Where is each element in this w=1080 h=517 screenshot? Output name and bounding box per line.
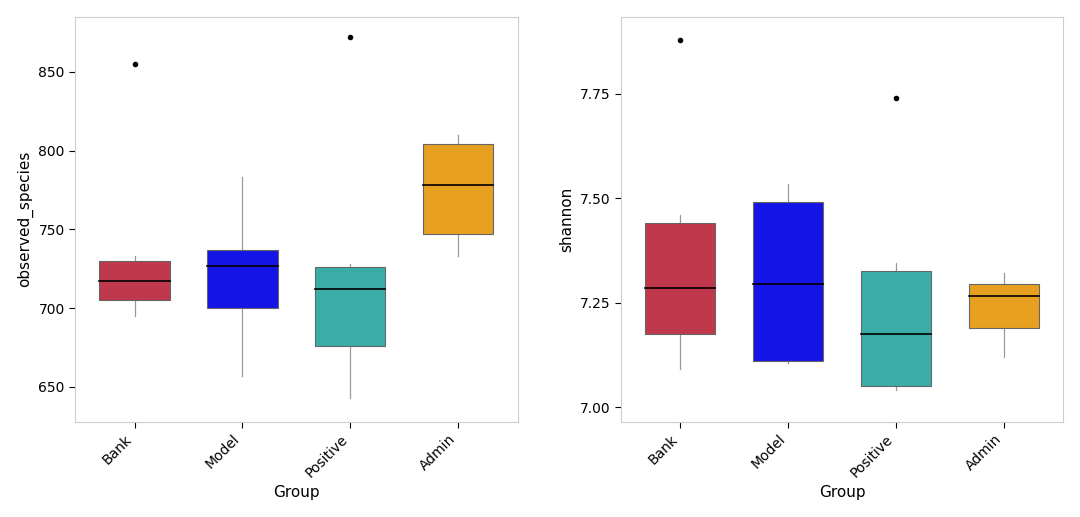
Bar xyxy=(861,271,931,386)
Bar xyxy=(315,267,386,346)
Bar xyxy=(969,284,1039,328)
Y-axis label: observed_species: observed_species xyxy=(16,151,32,287)
Bar xyxy=(645,223,715,334)
X-axis label: Group: Group xyxy=(273,485,320,500)
Y-axis label: shannon: shannon xyxy=(559,187,575,252)
Bar xyxy=(99,261,170,300)
Bar xyxy=(423,144,494,234)
X-axis label: Group: Group xyxy=(819,485,865,500)
Bar xyxy=(207,250,278,308)
Bar xyxy=(753,203,823,361)
